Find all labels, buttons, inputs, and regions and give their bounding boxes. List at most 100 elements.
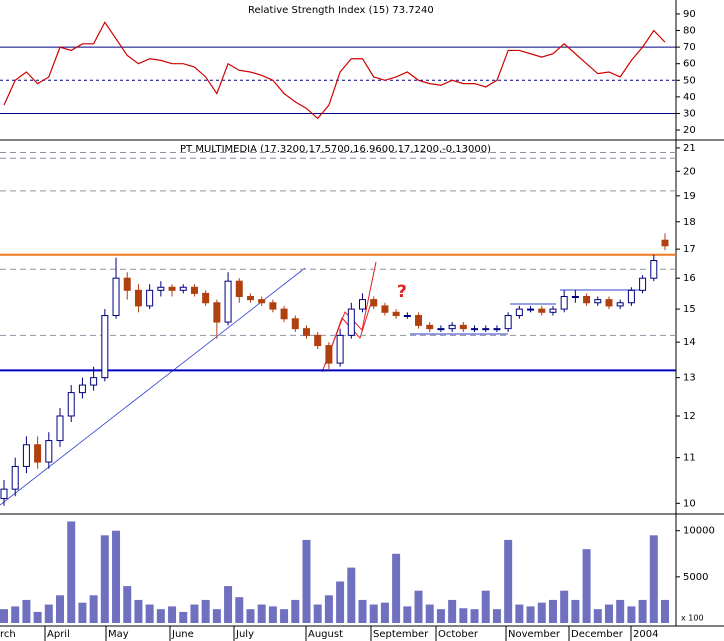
volume-bar — [459, 608, 468, 623]
volume-bar — [257, 604, 266, 623]
volume-bar — [537, 602, 546, 623]
y-tick-label: 11 — [683, 453, 696, 464]
candle-body — [392, 311, 400, 317]
volume-bar — [201, 599, 210, 623]
x-tick-label: rch — [0, 629, 16, 640]
candle-body — [347, 308, 355, 336]
y-tick-label: 13 — [683, 373, 696, 384]
candle-body — [101, 315, 109, 379]
volume-bar — [168, 606, 177, 623]
y-tick-label: 70 — [683, 42, 696, 53]
volume-bar — [358, 599, 367, 623]
candle-body — [605, 299, 613, 307]
volume-bar — [414, 590, 423, 623]
x-tick-label: November — [508, 629, 561, 640]
candle-body — [325, 345, 333, 364]
volume-bar — [145, 604, 154, 623]
volume-bar — [67, 521, 76, 623]
volume-bar — [11, 606, 20, 623]
y-tick-label: 40 — [683, 92, 696, 103]
volume-bar — [22, 599, 31, 623]
x-tick-label: June — [171, 629, 194, 640]
volume-bar — [436, 609, 445, 623]
volume-bar — [280, 609, 289, 623]
candle-body — [504, 315, 512, 330]
candle-body — [134, 289, 142, 307]
volume-bar — [235, 597, 244, 623]
volume-bar — [380, 602, 389, 623]
candle-body — [571, 295, 579, 298]
candle-body — [34, 444, 42, 463]
candle-body — [168, 286, 176, 291]
y-tick-label: 19 — [683, 191, 696, 202]
candle-body — [0, 488, 8, 500]
volume-unit: x 100 — [681, 614, 704, 623]
volume-bar — [560, 590, 569, 623]
y-tick-label: 90 — [683, 9, 696, 20]
candle-body — [359, 299, 367, 310]
volume-bar — [492, 609, 501, 623]
y-tick-label: 20 — [683, 166, 696, 177]
candle-body — [78, 384, 86, 394]
volume-bar — [425, 604, 434, 623]
candle-body — [291, 318, 299, 330]
candle-body — [482, 328, 490, 331]
candle-body — [538, 308, 546, 313]
candle-body — [179, 286, 187, 291]
volume-bar — [56, 595, 65, 623]
volume-bar — [78, 602, 87, 623]
y-tick-label: 21 — [683, 143, 696, 154]
candle-body — [639, 277, 647, 291]
price-title: PT MULTIMEDIA (17.3200,17.5700,16.9600,1… — [180, 144, 491, 155]
volume-bar — [571, 599, 580, 623]
candle-body — [415, 315, 423, 326]
candle-body — [11, 465, 19, 490]
volume-bar — [156, 609, 165, 623]
volume-bar — [179, 611, 188, 623]
volume-bar — [212, 609, 221, 623]
y-tick-label: 60 — [683, 59, 696, 70]
y-tick-label: 30 — [683, 108, 696, 119]
volume-bar — [89, 595, 98, 623]
candle-body — [583, 295, 591, 304]
candle-body — [314, 334, 322, 347]
x-tick-label: October — [438, 629, 479, 640]
candle-body — [560, 295, 568, 310]
candle-body — [302, 328, 310, 336]
candle-body — [269, 302, 277, 310]
volume-bar — [369, 604, 378, 623]
candle-body — [112, 277, 120, 317]
candle-body — [549, 308, 557, 313]
y-tick-label: 5000 — [683, 572, 708, 583]
volume-bar — [33, 611, 42, 623]
x-tick-label: April — [47, 629, 70, 640]
volume-bar — [0, 609, 8, 623]
y-tick-label: 10 — [683, 498, 696, 509]
y-tick-label: 16 — [683, 273, 696, 284]
volume-bar — [336, 581, 345, 623]
candle-body — [45, 440, 53, 463]
candle-body — [146, 289, 154, 307]
annotation: ? — [397, 282, 407, 302]
volume-bar — [638, 599, 647, 623]
candle-body — [157, 286, 165, 291]
rsi-title: Relative Strength Index (15) 73.7240 — [248, 5, 434, 16]
candle-body — [336, 334, 344, 364]
candle-body — [280, 308, 288, 320]
y-tick-label: 80 — [683, 26, 696, 37]
x-tick-label: May — [108, 629, 129, 640]
y-tick-label: 50 — [683, 75, 696, 86]
candle-body — [258, 299, 266, 304]
y-tick-label: 10000 — [683, 526, 715, 537]
y-tick-label: 12 — [683, 411, 696, 422]
candle-body — [370, 299, 378, 307]
candle-body — [56, 415, 64, 442]
volume-bar — [392, 553, 401, 623]
x-tick-label: August — [308, 629, 343, 640]
candle-body — [426, 324, 434, 330]
trend-line — [0, 267, 306, 506]
y-tick-label: 18 — [683, 217, 696, 228]
volume-bar — [504, 539, 513, 623]
volume-bar — [616, 599, 625, 623]
